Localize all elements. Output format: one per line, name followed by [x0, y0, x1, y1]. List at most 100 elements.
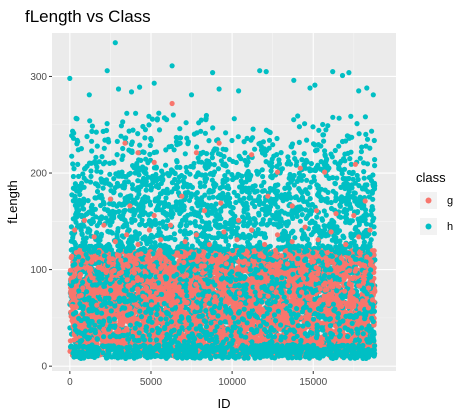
data-point-h — [138, 157, 144, 163]
data-point-h — [172, 176, 178, 183]
data-point-h — [106, 181, 112, 187]
data-point-h — [367, 174, 373, 180]
data-point-h — [209, 209, 215, 215]
data-point-h — [230, 158, 236, 164]
data-point-h — [157, 191, 163, 197]
data-point-h — [364, 161, 371, 167]
data-point-h — [241, 139, 247, 145]
data-point-h — [303, 215, 309, 221]
data-point-h — [89, 123, 95, 129]
data-point-h — [321, 208, 327, 214]
data-point-h — [328, 199, 334, 206]
data-point-h — [343, 138, 349, 144]
data-point-h — [177, 210, 183, 217]
data-point-h — [347, 201, 353, 207]
data-point-h — [174, 142, 180, 148]
data-point-h — [252, 204, 258, 210]
data-point-h — [143, 170, 149, 176]
data-point-h — [147, 142, 153, 149]
data-point-h — [307, 184, 313, 190]
data-point-h — [223, 130, 229, 136]
data-point-h — [346, 169, 352, 176]
data-point-h — [170, 112, 176, 118]
data-point-h — [122, 195, 128, 201]
data-point-h — [120, 145, 126, 152]
data-point-h — [320, 132, 326, 138]
data-point-h — [94, 164, 100, 170]
data-point-h — [256, 141, 262, 147]
data-point-h — [357, 194, 363, 200]
data-point-h — [178, 172, 185, 179]
data-point-h — [194, 144, 200, 150]
data-point-h — [146, 113, 152, 119]
data-points — [67, 40, 378, 361]
data-point-h — [240, 200, 246, 207]
data-point-h — [184, 135, 190, 141]
data-point-h — [318, 197, 324, 204]
data-point-h — [272, 183, 279, 189]
data-point-h — [330, 175, 336, 181]
data-point-h — [323, 127, 329, 133]
data-point-h — [94, 223, 100, 229]
data-point-h — [74, 116, 80, 122]
data-point-h — [278, 194, 284, 201]
data-point-h — [285, 181, 291, 187]
data-point-h — [147, 151, 153, 157]
data-point-h — [96, 193, 102, 199]
data-point-h — [211, 205, 217, 211]
data-point-h — [211, 148, 217, 154]
data-point-h — [348, 149, 354, 155]
data-point-h — [180, 178, 186, 184]
data-point-h — [118, 123, 124, 129]
data-point-h — [130, 197, 136, 203]
data-point-h — [256, 201, 263, 207]
data-point-h — [137, 222, 143, 228]
data-point-h — [332, 180, 338, 186]
data-point-h — [104, 121, 110, 127]
data-point-h — [154, 116, 160, 122]
data-point-h — [330, 114, 336, 120]
data-point-h — [230, 223, 236, 229]
data-point-h — [291, 150, 297, 156]
data-point-h — [354, 172, 360, 179]
data-point-h — [70, 161, 76, 167]
data-point-h — [89, 128, 95, 134]
data-point-h — [111, 160, 117, 166]
data-point-h — [198, 117, 204, 123]
data-point-h — [293, 194, 299, 200]
data-point-h — [140, 149, 146, 155]
data-point-h — [276, 157, 282, 163]
data-point-h — [84, 133, 90, 140]
data-point-h — [129, 182, 135, 188]
data-point-h — [99, 154, 105, 160]
data-point-h — [129, 139, 135, 145]
data-point-h — [154, 182, 160, 188]
data-point-h — [84, 210, 90, 217]
data-point-h — [309, 218, 315, 224]
data-point-h — [301, 162, 307, 168]
data-point-h — [315, 183, 321, 189]
data-point-h — [124, 110, 130, 116]
data-point-h — [129, 216, 135, 222]
data-point-h — [202, 176, 208, 182]
data-point-h — [181, 204, 187, 210]
data-point-h — [89, 210, 95, 217]
data-point-h — [230, 219, 236, 225]
data-point-h — [309, 208, 315, 214]
data-point-h — [172, 236, 178, 243]
data-point-h — [345, 193, 351, 199]
data-point-h — [309, 201, 315, 208]
data-point-h — [100, 161, 107, 167]
data-point-h — [163, 162, 169, 168]
data-point-h — [266, 207, 273, 213]
data-point-h — [173, 202, 179, 208]
data-point-h — [70, 173, 76, 180]
data-point-h — [229, 137, 235, 144]
data-point-h — [252, 189, 258, 195]
data-point-h — [288, 143, 294, 150]
data-point-h — [197, 224, 203, 230]
data-point-h — [134, 160, 140, 167]
data-point-h — [177, 126, 183, 132]
data-point-h — [322, 187, 328, 193]
data-point-h — [296, 124, 302, 130]
